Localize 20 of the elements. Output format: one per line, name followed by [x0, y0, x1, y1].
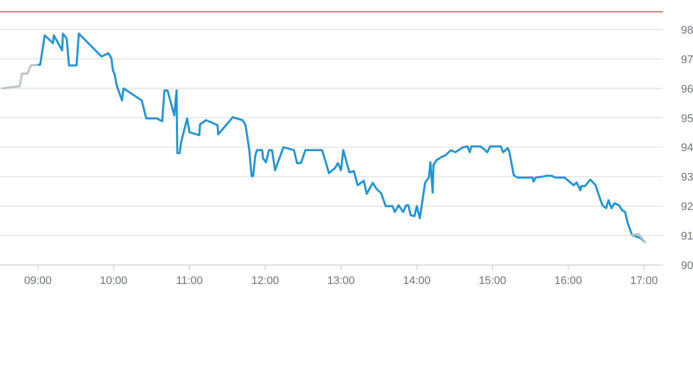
y-tick-label: 97	[681, 54, 693, 66]
x-tick-label: 15:00	[478, 275, 506, 287]
y-tick-label: 90	[681, 260, 693, 272]
line-series	[1, 64, 40, 90]
x-tick-label: 17:00	[630, 275, 658, 287]
x-tick-label: 16:00	[554, 275, 582, 287]
y-tick-label: 96	[681, 83, 693, 96]
x-tick-label: 10:00	[100, 275, 128, 287]
y-tick-label: 98	[681, 24, 693, 36]
x-tick-label: 14:00	[402, 275, 431, 287]
y-tick-label: 95	[681, 112, 693, 125]
x-tick-label: 09:00	[24, 275, 52, 287]
x-tick-label: 11:00	[176, 275, 203, 287]
y-tick-label: 91	[681, 230, 693, 243]
line-series	[38, 32, 646, 244]
x-tick-label: 13:00	[327, 275, 355, 287]
y-tick-label: 94	[681, 142, 693, 154]
x-tick-label: 12:00	[251, 275, 279, 287]
y-tick-label: 92	[681, 201, 693, 214]
y-tick-label: 93	[681, 172, 693, 184]
